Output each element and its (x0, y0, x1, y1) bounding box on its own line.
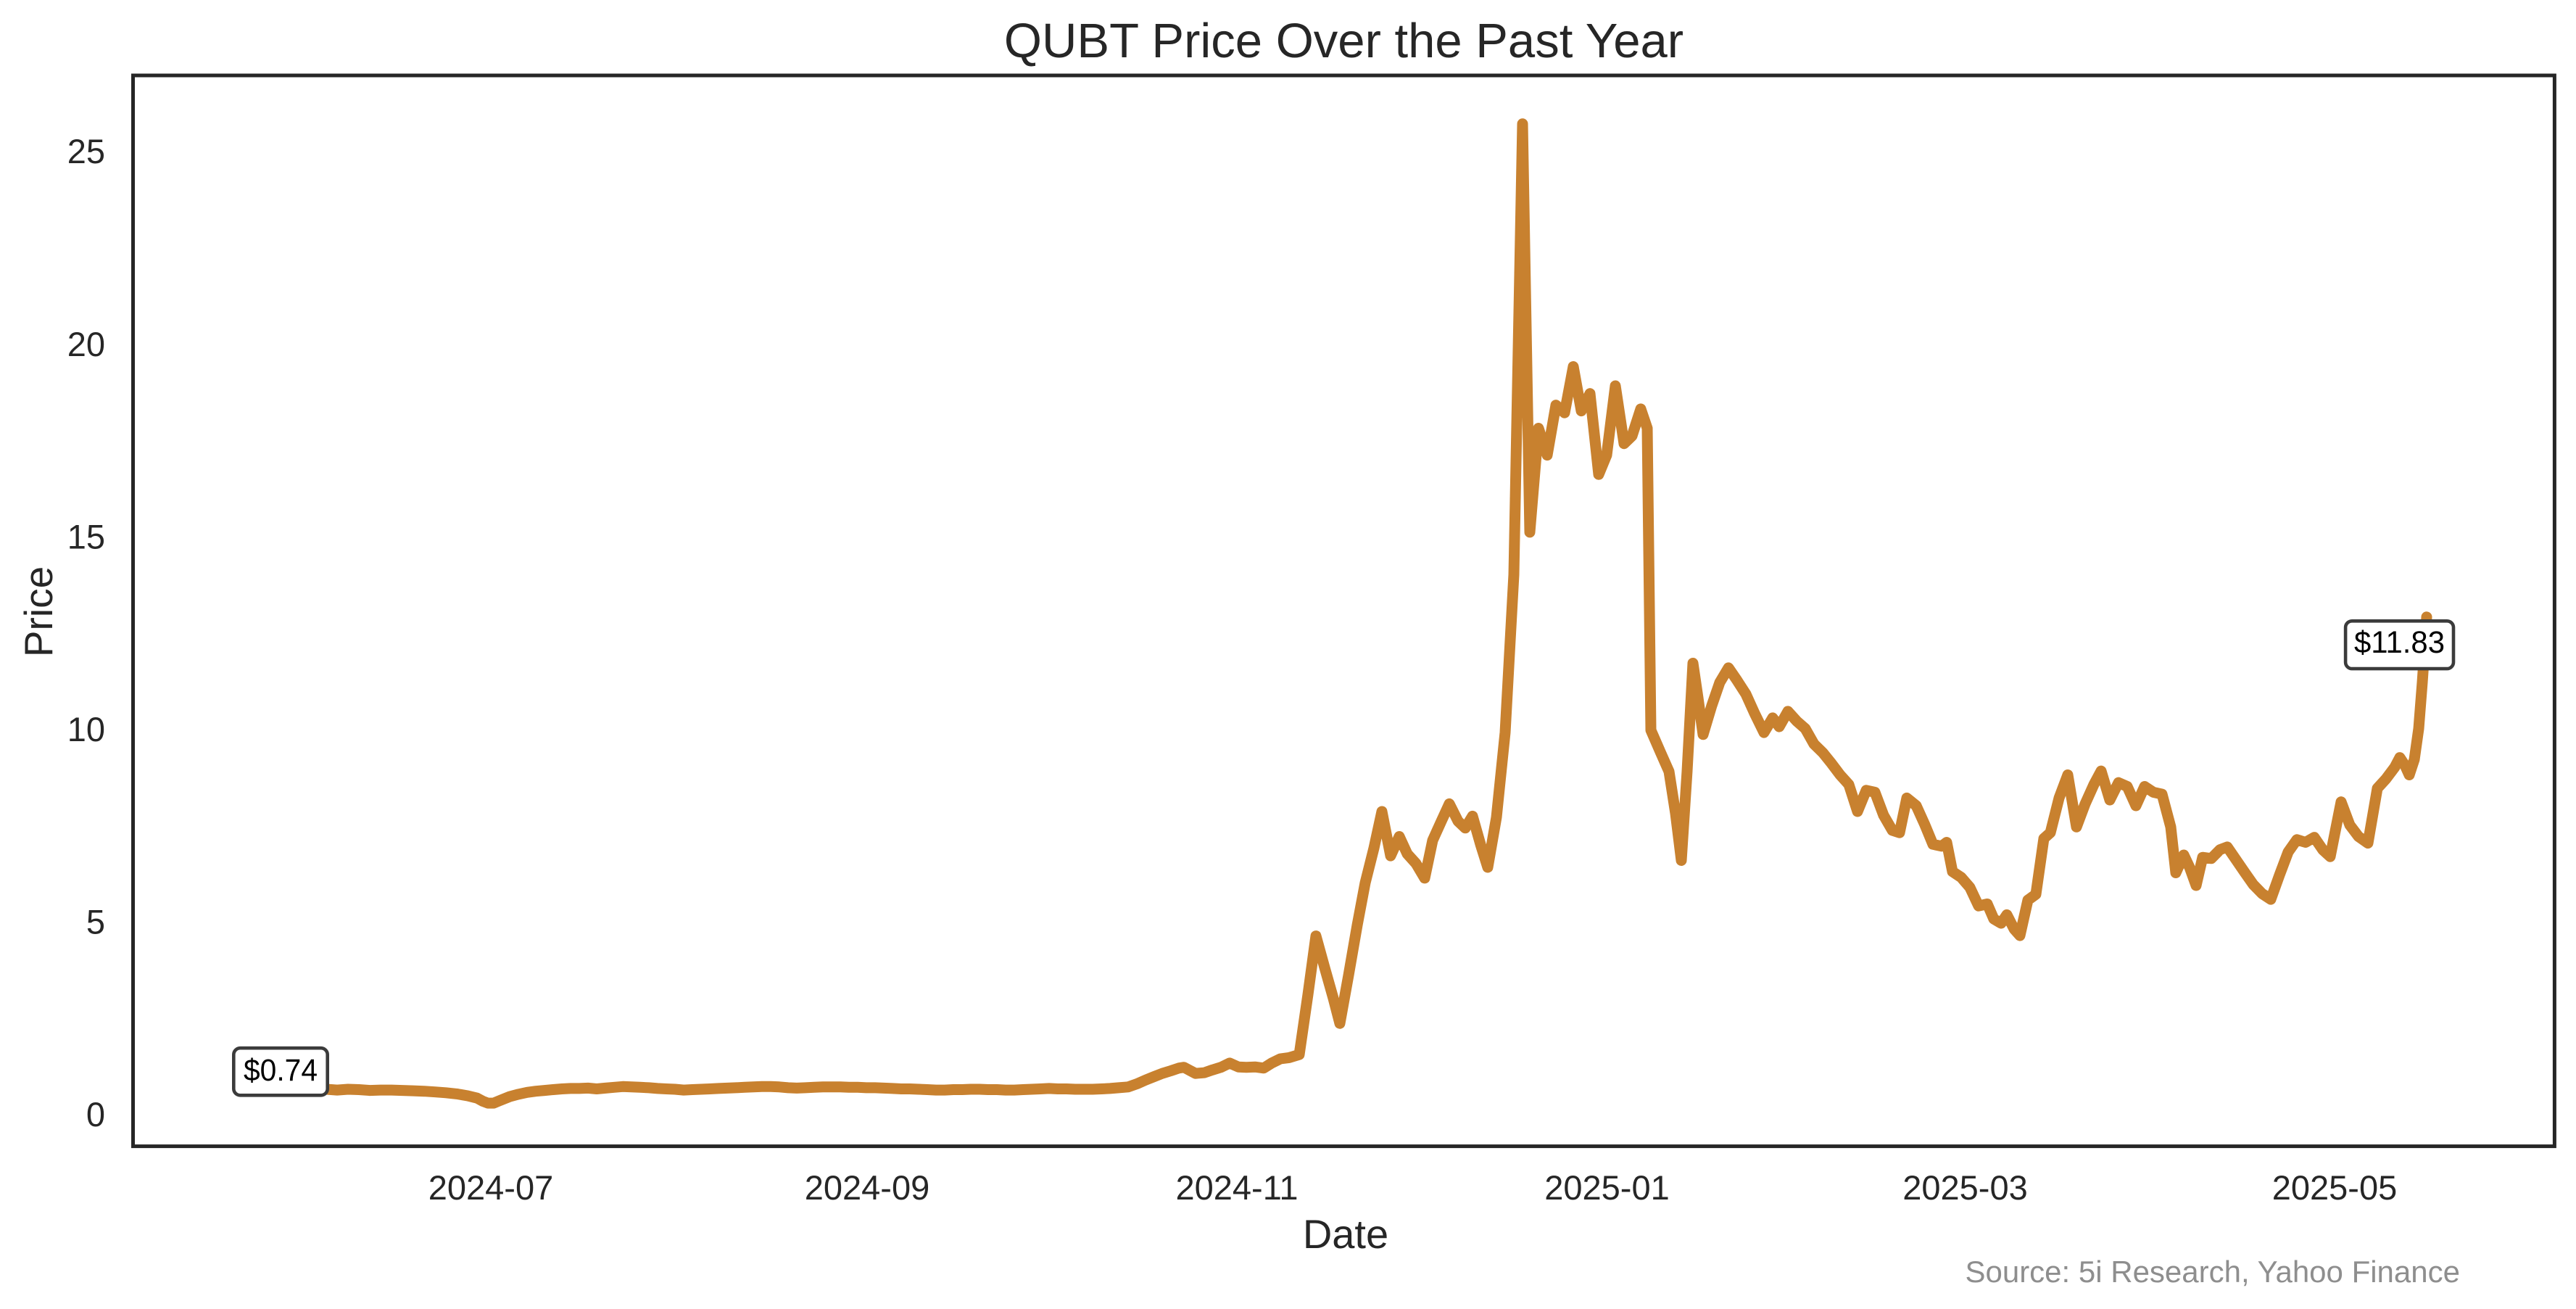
svg-text:$11.83: $11.83 (2354, 625, 2445, 660)
svg-text:Price: Price (16, 566, 61, 657)
svg-text:QUBT Price Over the Past Year: QUBT Price Over the Past Year (1004, 14, 1683, 68)
svg-text:0: 0 (86, 1095, 105, 1133)
svg-text:2025-05: 2025-05 (2272, 1168, 2398, 1207)
svg-text:5: 5 (86, 903, 105, 941)
svg-text:Source: 5i Research, Yahoo Fin: Source: 5i Research, Yahoo Finance (1965, 1255, 2460, 1289)
svg-text:25: 25 (67, 132, 105, 170)
svg-text:2024-11: 2024-11 (1176, 1168, 1299, 1207)
svg-text:20: 20 (67, 325, 105, 363)
svg-text:$0.74: $0.74 (244, 1053, 318, 1088)
svg-text:10: 10 (67, 710, 105, 748)
svg-text:Date: Date (1303, 1211, 1388, 1257)
svg-text:2025-01: 2025-01 (1544, 1168, 1670, 1207)
svg-text:2024-09: 2024-09 (805, 1168, 930, 1207)
svg-text:2025-03: 2025-03 (1902, 1168, 2028, 1207)
svg-text:15: 15 (67, 517, 105, 556)
svg-text:2024-07: 2024-07 (428, 1168, 554, 1207)
